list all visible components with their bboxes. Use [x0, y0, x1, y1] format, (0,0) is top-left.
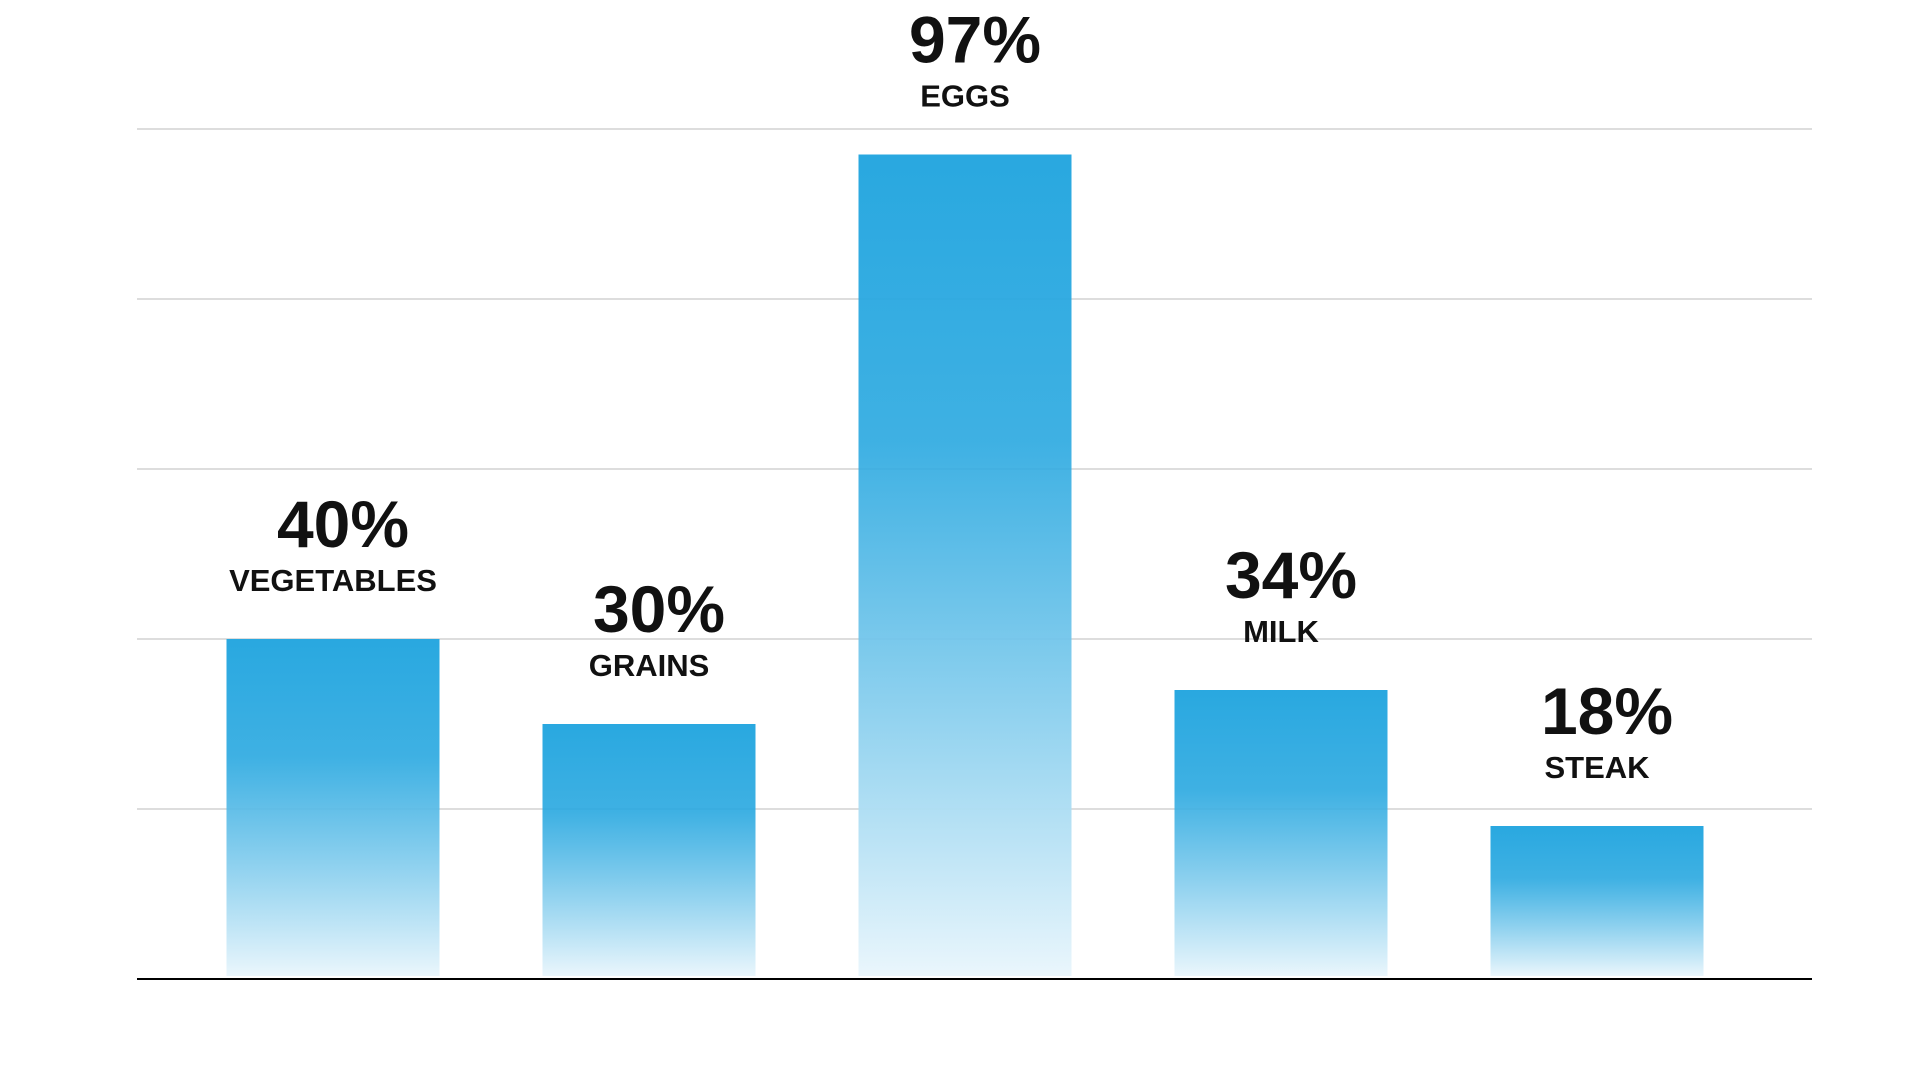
- value-label-steak: 18%: [1541, 674, 1673, 748]
- value-label-eggs: 97%: [909, 3, 1041, 77]
- bar-vegetables: [226, 639, 440, 976]
- value-label-milk: 34%: [1225, 538, 1357, 612]
- category-label-vegetables: VEGETABLES: [229, 563, 437, 598]
- bar-grains: [542, 724, 756, 976]
- data-labels: 40%VEGETABLES 30%GRAINS 97%EGGS 34%MILK 18%S…: [229, 3, 1673, 786]
- value-label-grains: 30%: [593, 572, 725, 646]
- category-label-milk: MILK: [1243, 614, 1319, 649]
- bar-milk: [1174, 690, 1388, 976]
- category-label-eggs: EGGS: [920, 79, 1010, 114]
- category-label-steak: STEAK: [1544, 750, 1650, 785]
- bar-steak: [1490, 826, 1704, 976]
- bar-eggs: [858, 154, 1072, 976]
- bars: [226, 154, 1704, 976]
- value-label-vegetables: 40%: [277, 487, 409, 561]
- category-label-grains: GRAINS: [589, 648, 710, 683]
